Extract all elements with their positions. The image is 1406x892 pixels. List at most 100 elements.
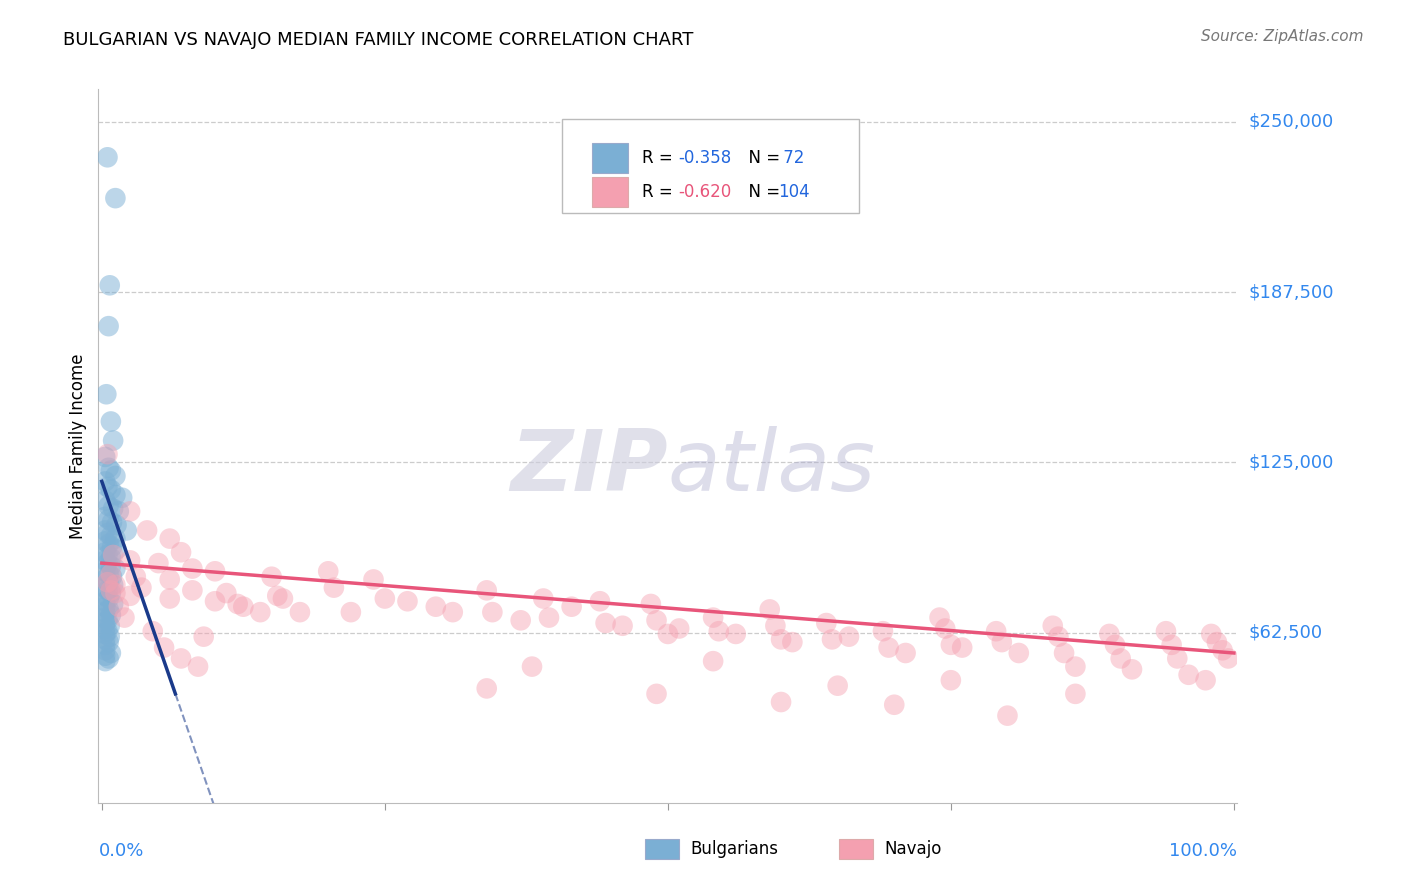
Point bbox=[94, 654, 117, 668]
Point bbox=[316, 564, 339, 578]
Text: R =: R = bbox=[641, 149, 678, 167]
Point bbox=[96, 624, 118, 639]
Point bbox=[1154, 624, 1177, 639]
Point bbox=[94, 534, 117, 549]
Text: N =: N = bbox=[738, 149, 786, 167]
Text: $62,500: $62,500 bbox=[1249, 624, 1323, 641]
Point bbox=[260, 570, 283, 584]
Point bbox=[827, 679, 849, 693]
Point bbox=[115, 524, 138, 538]
Text: -0.620: -0.620 bbox=[678, 183, 731, 202]
Bar bbox=[645, 839, 679, 859]
Point bbox=[758, 602, 780, 616]
Point bbox=[1064, 687, 1087, 701]
Point bbox=[815, 615, 838, 630]
Point bbox=[104, 488, 127, 502]
Point bbox=[1104, 638, 1126, 652]
Point bbox=[104, 532, 127, 546]
Point bbox=[520, 659, 543, 673]
Text: N =: N = bbox=[738, 183, 786, 202]
Point bbox=[271, 591, 294, 606]
Point bbox=[159, 532, 181, 546]
Point bbox=[950, 640, 973, 655]
Text: Bulgarians: Bulgarians bbox=[690, 840, 779, 858]
Point bbox=[1218, 651, 1240, 665]
Point bbox=[104, 191, 127, 205]
Point bbox=[94, 615, 117, 630]
Point bbox=[1194, 673, 1216, 688]
Point bbox=[142, 624, 165, 639]
Point bbox=[1053, 646, 1076, 660]
Point bbox=[928, 610, 950, 624]
Point bbox=[770, 632, 793, 647]
Point bbox=[101, 570, 124, 584]
Point bbox=[105, 542, 128, 557]
Point bbox=[94, 638, 117, 652]
Point bbox=[100, 529, 122, 543]
Point bbox=[94, 581, 117, 595]
Point bbox=[97, 460, 120, 475]
Point bbox=[1160, 638, 1182, 652]
Point bbox=[104, 578, 127, 592]
Point bbox=[475, 681, 498, 696]
Bar bbox=[592, 178, 628, 207]
Point bbox=[94, 599, 117, 614]
Point bbox=[100, 567, 122, 582]
Point bbox=[97, 602, 120, 616]
Point bbox=[131, 581, 153, 595]
Point bbox=[94, 564, 117, 578]
Point bbox=[595, 615, 617, 630]
Point bbox=[821, 632, 844, 647]
Point bbox=[96, 526, 118, 541]
Text: Navajo: Navajo bbox=[884, 840, 942, 858]
Point bbox=[100, 583, 122, 598]
Point bbox=[707, 624, 730, 639]
Text: atlas: atlas bbox=[668, 425, 876, 509]
Point bbox=[838, 630, 860, 644]
Point bbox=[114, 610, 136, 624]
Point bbox=[872, 624, 894, 639]
Point bbox=[100, 646, 122, 660]
Point bbox=[668, 622, 690, 636]
Point bbox=[645, 687, 668, 701]
FancyBboxPatch shape bbox=[562, 120, 859, 212]
Text: 0.0%: 0.0% bbox=[98, 842, 143, 860]
Point bbox=[100, 586, 122, 600]
Point bbox=[101, 548, 124, 562]
Point bbox=[997, 708, 1019, 723]
Point bbox=[187, 659, 209, 673]
Point bbox=[249, 605, 271, 619]
Point bbox=[441, 605, 464, 619]
Point bbox=[782, 635, 804, 649]
Point bbox=[94, 509, 117, 524]
Point bbox=[101, 515, 124, 529]
Point bbox=[1098, 627, 1121, 641]
Point bbox=[612, 619, 634, 633]
Point bbox=[94, 622, 117, 636]
Bar bbox=[592, 143, 628, 173]
Text: BULGARIAN VS NAVAJO MEDIAN FAMILY INCOME CORRELATION CHART: BULGARIAN VS NAVAJO MEDIAN FAMILY INCOME… bbox=[63, 31, 693, 49]
Point bbox=[101, 540, 124, 554]
Point bbox=[94, 524, 117, 538]
Point bbox=[125, 570, 148, 584]
Point bbox=[877, 640, 900, 655]
Point bbox=[105, 518, 128, 533]
Point bbox=[97, 591, 120, 606]
Point bbox=[101, 597, 124, 611]
Point bbox=[100, 558, 122, 573]
Point bbox=[363, 573, 385, 587]
Point bbox=[97, 651, 120, 665]
Point bbox=[94, 594, 117, 608]
Point bbox=[120, 504, 142, 518]
Point bbox=[159, 591, 181, 606]
Point bbox=[883, 698, 905, 712]
Point bbox=[894, 646, 917, 660]
Point bbox=[96, 613, 118, 627]
Point bbox=[939, 638, 962, 652]
Text: $125,000: $125,000 bbox=[1249, 453, 1334, 471]
Point bbox=[425, 599, 447, 614]
Point bbox=[96, 575, 118, 590]
Point bbox=[561, 599, 583, 614]
Point bbox=[96, 150, 118, 164]
Point bbox=[215, 586, 238, 600]
